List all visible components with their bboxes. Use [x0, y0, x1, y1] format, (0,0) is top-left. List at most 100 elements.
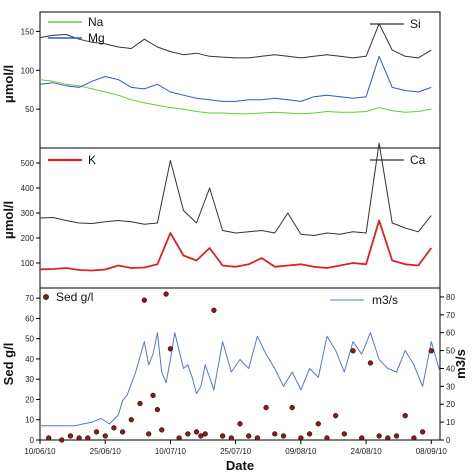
sed-point	[428, 348, 434, 354]
y-tick-label: 100	[21, 66, 35, 75]
y-tick-label: 150	[21, 27, 35, 36]
sed-point	[272, 431, 278, 437]
y-tick-label: 500	[21, 159, 35, 168]
sed-point	[176, 435, 182, 441]
y-tick-label: 30	[25, 375, 34, 384]
sed-point	[46, 435, 52, 441]
sed-point	[111, 425, 117, 431]
y-right-tick-label: 0	[446, 436, 451, 445]
sed-point	[237, 421, 243, 427]
bottom-panel-frame	[39, 287, 441, 441]
middle-ylabel: μmol/l	[1, 201, 16, 239]
sed-point	[59, 437, 65, 443]
sed-point	[85, 435, 91, 441]
y-tick-label: 40	[25, 355, 34, 364]
sed-point	[419, 429, 426, 435]
y-right-tick-label: 70	[446, 311, 455, 320]
x-tick-label: 25/06/10	[90, 447, 122, 456]
sed-point	[298, 435, 304, 441]
series-line-m3-s	[40, 332, 441, 427]
sed-point	[93, 429, 100, 435]
sed-point	[263, 404, 269, 411]
legend-label-na: Na	[88, 15, 104, 29]
y-tick-label: 70	[25, 294, 34, 303]
y-right-tick-label: 30	[446, 382, 455, 391]
sed-point	[159, 427, 165, 433]
y-tick-label: 300	[21, 209, 35, 218]
sed-point	[254, 435, 261, 441]
y-tick-label: 0	[30, 436, 35, 445]
y-right-tick-label: 60	[446, 329, 455, 338]
sed-point	[163, 291, 169, 297]
sed-point	[385, 435, 391, 441]
sed-point	[128, 417, 134, 423]
series-line-ca	[39, 142, 432, 236]
x-tick-label: 24/08/10	[351, 447, 383, 456]
y-tick-label: 50	[25, 105, 34, 114]
sed-point	[393, 433, 400, 439]
sed-point	[289, 404, 295, 411]
legend-label-k: K	[88, 153, 96, 167]
y-tick-label: 200	[21, 234, 35, 243]
bottom-ylabel-right: m3/s	[453, 349, 468, 379]
middle-panel-plot: 100 200 300 400 500	[21, 142, 433, 272]
sed-point	[202, 431, 208, 437]
sed-point	[154, 406, 161, 413]
y-tick-label: 400	[21, 184, 35, 193]
x-tick-label: 10/06/10	[24, 447, 56, 456]
series-line-na	[39, 79, 432, 115]
sed-point	[67, 433, 74, 439]
bottom-ylabel: Sed g/l	[1, 343, 16, 386]
x-tick-label: 10/07/10	[155, 447, 187, 456]
top-panel-plot: 50 100 150	[21, 23, 432, 115]
sed-point	[193, 429, 200, 435]
y-tick-label: 10	[25, 416, 34, 425]
sed-point	[185, 431, 191, 437]
sed-point	[402, 413, 408, 419]
middle-legend: K Ca	[48, 153, 426, 167]
legend-label-discharge: m3/s	[372, 293, 398, 307]
y-right-tick-label: 40	[446, 364, 455, 373]
legend-label-ca: Ca	[410, 153, 426, 167]
sed-point	[333, 413, 339, 419]
legend-label-si: Si	[410, 17, 421, 31]
sed-point	[146, 431, 152, 437]
sed-point	[341, 431, 347, 437]
sed-point	[167, 346, 174, 352]
sed-point	[198, 433, 204, 439]
sed-point	[411, 435, 417, 441]
x-tick-label: 08/09/10	[416, 447, 448, 456]
sed-point	[306, 431, 313, 437]
y-right-tick-label: 20	[446, 400, 455, 409]
sed-point	[119, 429, 126, 435]
sed-point	[150, 392, 156, 399]
y-right-tick-label: 50	[446, 347, 455, 356]
sed-point	[246, 433, 252, 439]
top-ylabel: μmol/l	[1, 65, 16, 103]
sed-point	[280, 433, 287, 439]
y-tick-label: 20	[25, 395, 34, 404]
y-tick-label: 100	[21, 259, 35, 268]
legend-label-mg: Mg	[88, 31, 105, 45]
bottom-panel-plot: 0 10 20 30 40 50 60 70 0 10 20 30 40 50 60 70 80 10/06/10…	[24, 291, 455, 456]
series-line-mg	[39, 55, 432, 102]
top-legend: Na Mg Si	[48, 15, 421, 45]
y-tick-label: 50	[25, 335, 34, 344]
bottom-legend: Sed g/l m3/s	[43, 290, 398, 307]
sed-point	[359, 435, 365, 441]
sed-point	[376, 433, 382, 439]
sed-point	[141, 297, 147, 303]
sed-point	[228, 435, 234, 441]
legend-swatch-sed	[43, 294, 49, 300]
sed-point	[211, 307, 217, 313]
sed-point	[76, 435, 82, 441]
middle-panel-frame	[39, 147, 441, 289]
legend-label-sed: Sed g/l	[56, 290, 93, 304]
x-axis-label: Date	[226, 458, 254, 473]
x-tick-label: 09/08/10	[285, 447, 317, 456]
y-right-tick-label: 80	[446, 293, 455, 302]
sed-point	[315, 421, 321, 427]
sed-point	[219, 433, 226, 439]
y-tick-label: 60	[25, 314, 34, 323]
